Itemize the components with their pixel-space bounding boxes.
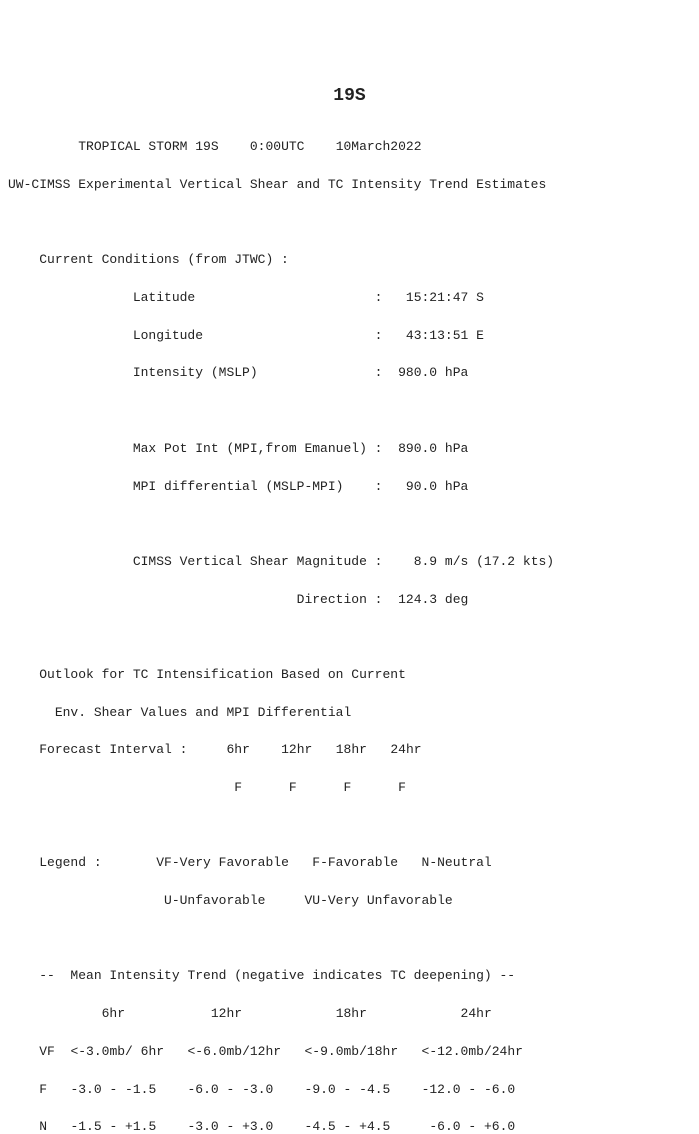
interval-18: 18hr: [336, 742, 367, 757]
trend-row-n: N -1.5 - +1.5 -3.0 - +3.0 -4.5 - +4.5 -6…: [8, 1118, 691, 1134]
blank: [8, 515, 691, 534]
mpi-row: Max Pot Int (MPI,from Emanuel) : 890.0 h…: [8, 440, 691, 459]
trend-key: N: [39, 1119, 47, 1134]
blank: [8, 214, 691, 233]
blank: [8, 817, 691, 836]
trend-c6: <-3.0mb/ 6hr: [70, 1044, 164, 1059]
legend-u: U-Unfavorable: [164, 893, 265, 908]
trend-c12: <-6.0mb/12hr: [187, 1044, 281, 1059]
outlook-heading2-text: Env. Shear Values and MPI Differential: [55, 705, 351, 720]
trend-c18: -9.0 - -4.5: [305, 1082, 391, 1097]
direction-row: Direction : 124.3 deg: [8, 591, 691, 610]
mpidiff-value: 90.0 hPa: [406, 479, 468, 494]
direction-label: Direction: [297, 592, 367, 607]
legend-row1: Legend : VF-Very Favorable F-Favorable N…: [8, 854, 691, 873]
trend-col-6: 6hr: [102, 1006, 125, 1021]
blank: [8, 930, 691, 949]
storm-title: 19S: [8, 83, 691, 109]
longitude-value: 43:13:51 E: [406, 328, 484, 343]
trend-col-12: 12hr: [211, 1006, 242, 1021]
interval-24: 24hr: [390, 742, 421, 757]
trend-c18: <-9.0mb/18hr: [305, 1044, 399, 1059]
longitude-label: Longitude: [133, 328, 203, 343]
rating-24: F: [398, 780, 406, 795]
interval-12: 12hr: [281, 742, 312, 757]
latitude-value: 15:21:47 S: [406, 290, 484, 305]
subtitle: UW-CIMSS Experimental Vertical Shear and…: [8, 176, 691, 195]
trend-c12: -3.0 - +3.0: [187, 1119, 273, 1134]
trend-c24: -6.0 - +6.0: [422, 1119, 516, 1134]
blank: [8, 402, 691, 421]
trend-c24: <-12.0mb/24hr: [422, 1044, 523, 1059]
current-heading: Current Conditions (from JTWC) :: [8, 251, 691, 270]
rating-18: F: [344, 780, 352, 795]
intensity-row: Intensity (MSLP) : 980.0 hPa: [8, 364, 691, 383]
longitude-row: Longitude : 43:13:51 E: [8, 327, 691, 346]
intensity-value: 980.0 hPa: [398, 365, 468, 380]
legend-vu: VU-Very Unfavorable: [304, 893, 452, 908]
trend-key: VF: [39, 1044, 55, 1059]
trend-c12: -6.0 - -3.0: [187, 1082, 273, 1097]
header-line: TROPICAL STORM 19S 0:00UTC 10March2022: [8, 138, 691, 157]
outlook-heading1-text: Outlook for TC Intensification Based on …: [39, 667, 406, 682]
storm-name: TROPICAL STORM 19S: [78, 139, 218, 154]
trend-c6: -1.5 - +1.5: [70, 1119, 156, 1134]
outlook-heading1: Outlook for TC Intensification Based on …: [8, 666, 691, 685]
forecast-row: Forecast Interval : 6hr 12hr 18hr 24hr: [8, 741, 691, 760]
storm-date: 10March2022: [336, 139, 422, 154]
trend-col-18: 18hr: [336, 1006, 367, 1021]
legend-f: F-Favorable: [312, 855, 398, 870]
interval-6: 6hr: [226, 742, 249, 757]
latitude-row: Latitude : 15:21:47 S: [8, 289, 691, 308]
mpidiff-row: MPI differential (MSLP-MPI) : 90.0 hPa: [8, 478, 691, 497]
legend-vf: VF-Very Favorable: [156, 855, 289, 870]
outlook-heading2: Env. Shear Values and MPI Differential: [8, 704, 691, 723]
trend-heading-text: -- Mean Intensity Trend (negative indica…: [39, 968, 515, 983]
trend-key: F: [39, 1082, 47, 1097]
trend-col-24: 24hr: [461, 1006, 492, 1021]
forecast-label: Forecast Interval :: [39, 742, 187, 757]
legend-row2: U-Unfavorable VU-Very Unfavorable: [8, 892, 691, 911]
mpi-label: Max Pot Int (MPI,from Emanuel): [133, 441, 367, 456]
trend-row-vf: VF <-3.0mb/ 6hr <-6.0mb/12hr <-9.0mb/18h…: [8, 1043, 691, 1062]
rating-12: F: [289, 780, 297, 795]
trend-cols: 6hr 12hr 18hr 24hr: [8, 1005, 691, 1024]
direction-value: 124.3 deg: [398, 592, 468, 607]
latitude-label: Latitude: [133, 290, 195, 305]
mpidiff-label: MPI differential (MSLP-MPI): [133, 479, 344, 494]
legend-n: N-Neutral: [422, 855, 492, 870]
trend-c6: -3.0 - -1.5: [70, 1082, 156, 1097]
intensity-label: Intensity (MSLP): [133, 365, 258, 380]
shear-row: CIMSS Vertical Shear Magnitude : 8.9 m/s…: [8, 553, 691, 572]
rating-6: F: [234, 780, 242, 795]
rating-row: F F F F: [8, 779, 691, 798]
legend-label: Legend :: [39, 855, 101, 870]
trend-c24: -12.0 - -6.0: [422, 1082, 516, 1097]
mpi-value: 890.0 hPa: [398, 441, 468, 456]
storm-time: 0:00UTC: [250, 139, 305, 154]
current-heading-text: Current Conditions (from JTWC) :: [39, 252, 289, 267]
trend-heading: -- Mean Intensity Trend (negative indica…: [8, 967, 691, 986]
trend-row-f: F -3.0 - -1.5 -6.0 - -3.0 -9.0 - -4.5 -1…: [8, 1081, 691, 1100]
trend-c18: -4.5 - +4.5: [305, 1119, 391, 1134]
blank: [8, 628, 691, 647]
